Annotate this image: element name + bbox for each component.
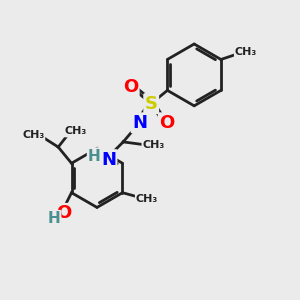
Text: S: S (145, 94, 158, 112)
Text: CH₃: CH₃ (136, 194, 158, 204)
Text: O: O (56, 204, 72, 222)
Text: CH₃: CH₃ (65, 126, 87, 136)
Text: H: H (88, 148, 101, 164)
Text: CH₃: CH₃ (142, 140, 165, 150)
Text: O: O (159, 114, 174, 132)
Text: CH₃: CH₃ (235, 47, 257, 57)
Text: CH₃: CH₃ (22, 130, 44, 140)
Text: H: H (47, 211, 60, 226)
Text: N: N (132, 114, 147, 132)
Text: O: O (123, 78, 138, 96)
Text: N: N (101, 151, 116, 169)
